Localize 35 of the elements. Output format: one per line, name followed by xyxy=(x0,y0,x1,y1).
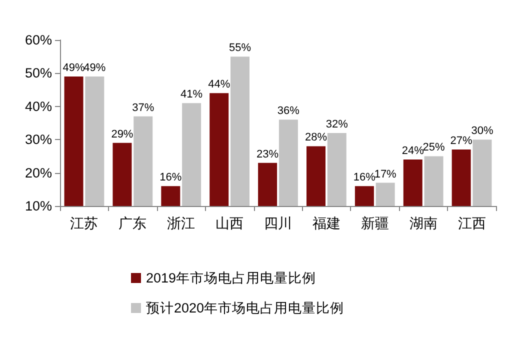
data-label: 49% xyxy=(62,62,85,74)
legend-label: 2019年市场电占用电量比例 xyxy=(146,270,316,286)
data-label: 37% xyxy=(132,102,154,114)
legend-label: 预计2020年市场电占用电量比例 xyxy=(146,300,344,316)
y-tick-label: 40% xyxy=(24,98,52,114)
x-tick-label: 广东 xyxy=(118,215,147,231)
x-tick-label: 浙江 xyxy=(167,215,196,231)
x-tick-label: 新疆 xyxy=(360,215,389,231)
data-label: 44% xyxy=(208,78,230,91)
data-label: 30% xyxy=(471,125,494,138)
y-tick-label: 50% xyxy=(24,66,52,81)
data-label: 28% xyxy=(304,132,328,144)
data-label: 25% xyxy=(422,142,446,154)
y-tick-label: 60% xyxy=(24,32,52,48)
data-label: 27% xyxy=(450,135,473,148)
y-tick-label: 20% xyxy=(24,165,52,180)
data-label: 49% xyxy=(84,62,106,74)
data-label: 32% xyxy=(326,118,348,130)
data-label: 23% xyxy=(256,148,279,160)
data-label: 24% xyxy=(402,145,424,158)
x-tick-label: 福建 xyxy=(312,215,340,231)
data-label: 16% xyxy=(160,172,182,184)
data-label: 29% xyxy=(111,128,134,140)
x-tick-label: 山西 xyxy=(216,215,244,231)
data-label: 55% xyxy=(228,42,252,54)
x-tick-label: 江西 xyxy=(458,215,486,231)
data-label: 17% xyxy=(374,168,397,180)
x-tick-label: 四川 xyxy=(264,215,292,231)
data-label: 36% xyxy=(277,105,300,118)
y-tick-label: 30% xyxy=(24,132,52,148)
data-label: 41% xyxy=(180,88,203,101)
x-tick-label: 江苏 xyxy=(70,215,98,231)
x-tick-label: 湖南 xyxy=(409,215,438,231)
y-tick-label: 10% xyxy=(24,198,52,214)
data-label: 16% xyxy=(353,172,376,184)
